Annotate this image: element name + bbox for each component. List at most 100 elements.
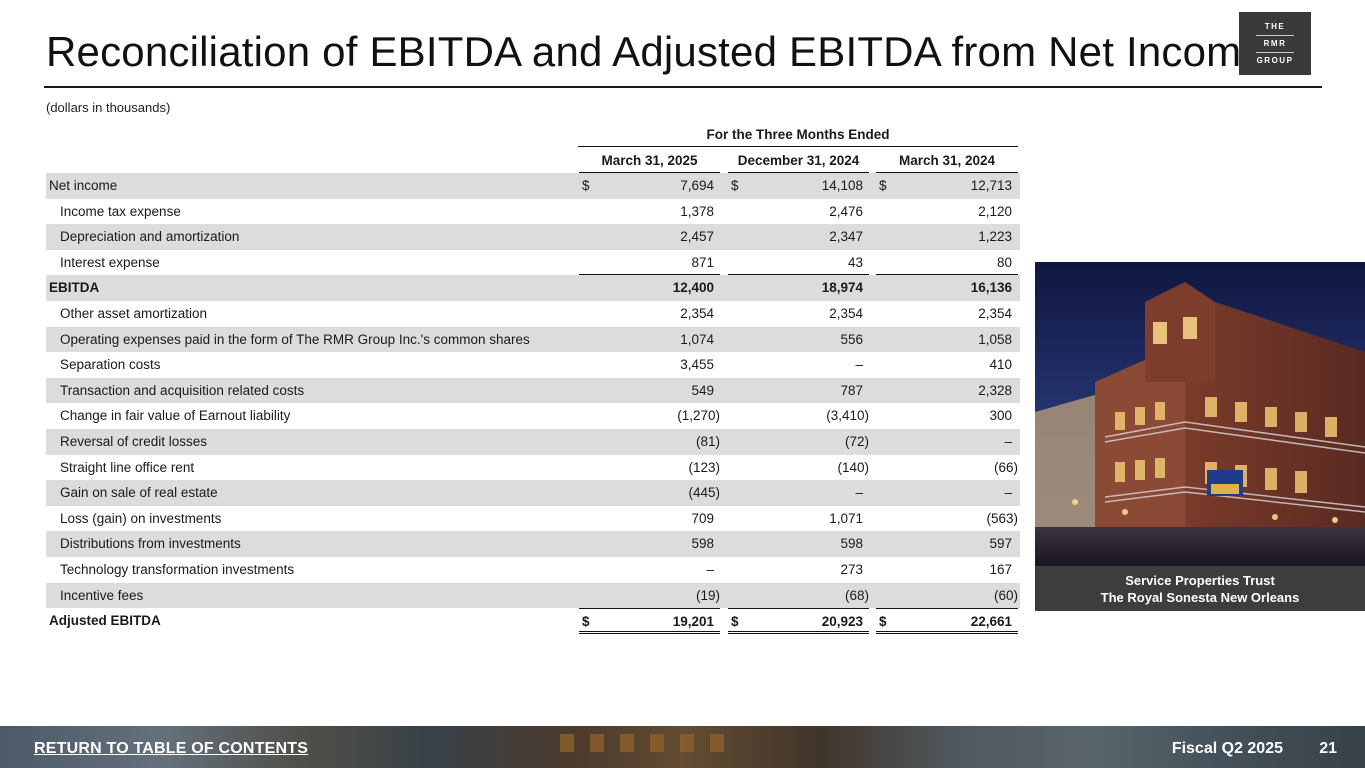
table-row: Transaction and acquisition related cost… [46,377,1020,404]
value-cell: (563) [876,506,1018,532]
cell-value: 167 [989,561,1012,577]
currency-symbol: $ [731,178,739,193]
value-cell: 18,974 [728,275,869,301]
cell-value: (140) [837,459,869,475]
cell-value: 2,354 [978,305,1012,321]
cell-value: 2,354 [680,305,714,321]
units-note: (dollars in thousands) [46,100,171,115]
hotel-photo [1035,262,1365,566]
value-cell: (445) [579,480,720,506]
value-cell: 43 [728,250,869,276]
value-cell: 410 [876,352,1018,378]
footer-photo-detail [560,734,574,752]
row-label: Interest expense [60,254,160,270]
value-cell: (81) [579,429,720,455]
row-label: Gain on sale of real estate [60,485,218,501]
value-cell: $14,108 [728,173,869,199]
value-cell: $22,661 [876,608,1018,634]
value-cell: – [876,429,1018,455]
value-cell: 273 [728,557,869,583]
table-row: EBITDA 12,400 18,974 16,136 [46,275,1020,301]
row-label: Depreciation and amortization [60,229,240,245]
cell-value: 2,476 [829,203,863,219]
table-row: Change in fair value of Earnout liabilit… [46,403,1020,429]
value-cell: $7,694 [579,173,720,199]
cell-value: 598 [840,536,863,552]
logo-rule [1256,34,1294,36]
value-cell: (72) [728,429,869,455]
value-cell: 3,455 [579,352,720,378]
value-cell: 2,328 [876,378,1018,404]
footer-photo-detail [680,734,694,752]
footer-photo-detail [620,734,634,752]
currency-symbol: $ [582,178,590,193]
cell-value: (81) [695,433,720,449]
logo-text-group: GROUP [1256,55,1294,65]
cell-value: 1,223 [978,229,1012,245]
table-body: Net income $7,694 $14,108 $12,713 Income tax… [46,173,1020,634]
row-label: Separation costs [60,357,161,373]
cell-value: 2,457 [680,229,714,245]
value-cell: (3,410) [728,403,869,429]
value-cell: 1,378 [579,199,720,225]
cell-value: 12,713 [970,178,1012,193]
row-label: Technology transformation investments [60,561,295,577]
footer-bar: RETURN TO TABLE OF CONTENTS Fiscal Q2 20… [0,726,1365,768]
cell-value: (72) [844,433,869,449]
cell-value: 598 [691,536,714,552]
footer-overlay [0,726,1365,768]
row-label: Distributions from investments [60,536,241,552]
value-cell: (19) [579,583,720,609]
page-title: Reconciliation of EBITDA and Adjusted EB… [46,28,1265,75]
table-row: Straight line office rent (123) (140) (66) [46,455,1020,481]
cell-value: 787 [840,382,863,398]
caption-property: The Royal Sonesta New Orleans [1100,589,1300,605]
currency-symbol: $ [879,614,887,630]
fiscal-period: Fiscal Q2 2025 [1171,740,1283,757]
cell-value: 2,120 [978,203,1012,219]
value-cell: 2,457 [579,224,720,250]
cell-value: 1,058 [978,331,1012,347]
cell-value: 1,071 [829,510,863,526]
photo-caption: Service Properties Trust The Royal Sones… [1035,566,1365,611]
cell-value: 16,136 [970,280,1012,296]
cell-value: 7,694 [680,178,714,193]
row-label: Straight line office rent [60,459,195,475]
value-cell: 16,136 [876,275,1018,301]
table-row: Interest expense 871 43 80 [46,250,1020,276]
value-cell: 300 [876,403,1018,429]
caption-company: Service Properties Trust [1125,572,1275,588]
row-label: EBITDA [49,280,100,296]
value-cell: 2,476 [728,199,869,225]
value-cell: 80 [876,250,1018,276]
footer-photo-detail [710,734,724,752]
value-cell: 556 [728,327,869,353]
value-cell: – [728,480,869,506]
value-cell: 787 [728,378,869,404]
value-cell: – [579,557,720,583]
value-cell: 1,058 [876,327,1018,353]
return-to-toc-link[interactable]: RETURN TO TABLE OF CONTENTS [34,740,309,757]
footer-photo-detail [650,734,664,752]
logo-rule [1256,51,1294,53]
cell-value: 709 [691,510,714,526]
currency-symbol: $ [582,614,590,630]
cell-value: (1,270) [677,408,720,424]
logo-text-rmr: RMR [1263,38,1287,48]
table-row: Reversal of credit losses (81) (72) – [46,428,1020,455]
value-cell: 1,074 [579,327,720,353]
footer-photo-detail [590,734,604,752]
cell-value: (3,410) [826,408,869,424]
value-cell: 2,354 [579,301,720,327]
value-cell: 2,354 [728,301,869,327]
cell-value: – [855,485,863,501]
value-cell: (1,270) [579,403,720,429]
value-cell: (123) [579,455,720,481]
cell-value: 556 [840,331,863,347]
cell-value: 1,074 [680,331,714,347]
table-row: Net income $7,694 $14,108 $12,713 [46,173,1020,199]
row-label: Operating expenses paid in the form of T… [60,331,530,347]
table-row: Depreciation and amortization 2,457 2,347 1… [46,224,1020,250]
value-cell: 2,347 [728,224,869,250]
cell-value: – [706,561,714,577]
